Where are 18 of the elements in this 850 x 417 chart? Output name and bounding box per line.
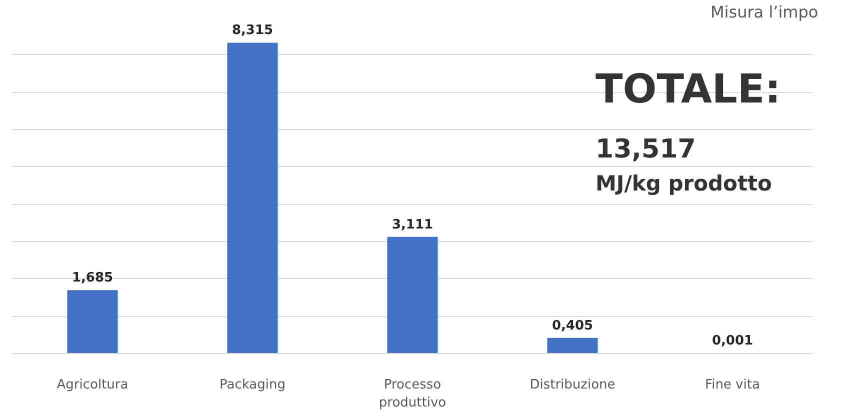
x-tick-label: Packaging: [220, 378, 286, 392]
text: Misura l’impo: [710, 2, 818, 22]
x-tick-label: Processo produttivo: [378, 378, 446, 410]
x-tick-label: Fine vita: [705, 378, 760, 392]
x-tick-label: Agricoltura: [56, 378, 128, 392]
annotation: MJ/kg prodotto: [596, 172, 772, 196]
bar: [387, 236, 438, 354]
annotation: 13,517: [596, 134, 696, 164]
annotation: TOTALE:: [596, 66, 781, 112]
bar: [547, 338, 598, 354]
x-tick-label: Distribuzione: [530, 378, 616, 392]
data-label: 0,405: [552, 318, 594, 334]
data-label: 3,111: [392, 217, 434, 232]
data-label: 8,315: [232, 23, 274, 38]
data-label: 1,685: [72, 270, 114, 286]
data-label: 0,001: [712, 333, 754, 348]
bar: [67, 290, 118, 354]
bar: [227, 42, 278, 354]
